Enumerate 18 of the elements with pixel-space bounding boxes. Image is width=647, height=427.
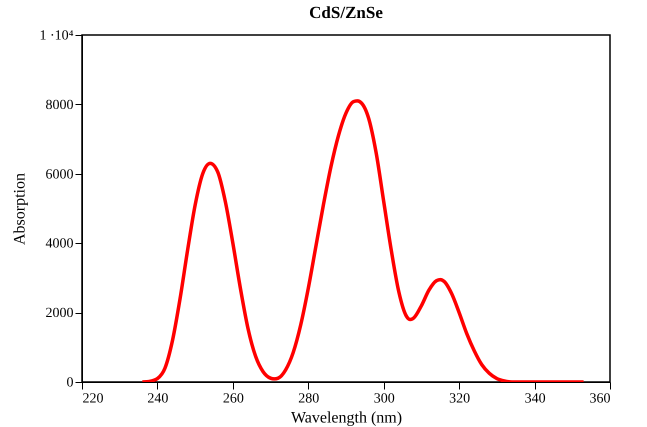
x-tick-label: 240 [147, 392, 168, 406]
y-axis-title: Absorption [11, 173, 28, 245]
x-axis-title: Wavelength (nm) [290, 410, 402, 426]
x-tick-label: 300 [374, 392, 395, 406]
x-tick-label: 360 [590, 392, 610, 406]
y-tick-label: 6000 [46, 167, 74, 182]
x-tick-label: 220 [82, 392, 104, 406]
x-tick-label: 320 [449, 392, 470, 406]
line-series [140, 99, 586, 382]
y-tick-label: 2000 [46, 306, 74, 322]
x-tick-label: 340 [524, 392, 546, 406]
chart-title: CdS/ZnSe [309, 3, 384, 22]
x-tick-label: 280 [298, 392, 320, 406]
y-tick-label: 8000 [46, 98, 74, 113]
x-tick-label: 260 [222, 392, 244, 406]
y-tick-label: 0 [66, 376, 74, 390]
y-tick-label: 1 ·10⁴ [39, 28, 74, 44]
y-tick-label: 4000 [46, 236, 74, 252]
